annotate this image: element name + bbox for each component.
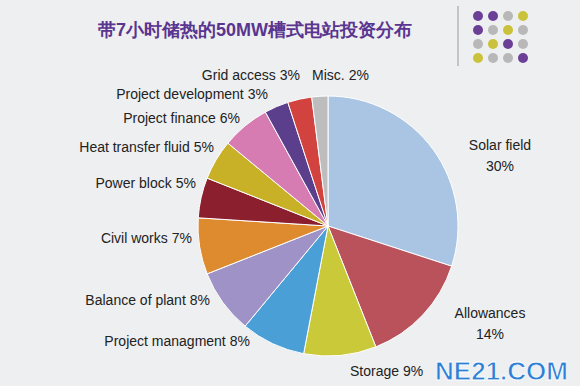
- title: 带7小时储热的50MW槽式电站投资分布: [98, 20, 412, 40]
- pie: [198, 96, 458, 356]
- watermark: NE21.COM: [435, 356, 568, 386]
- decor-dot: [518, 11, 528, 21]
- decor-dot: [473, 25, 483, 35]
- value-label: 7%: [172, 230, 192, 246]
- category-label: Civil works: [101, 230, 168, 246]
- value-label: 2%: [349, 67, 369, 83]
- decor-dot: [518, 25, 528, 35]
- slice-label: Project development3%: [116, 86, 268, 102]
- decor-dot: [518, 53, 528, 63]
- slide-background: [0, 0, 580, 386]
- decor-dot: [503, 11, 513, 21]
- slice-label: Grid access3%: [202, 67, 300, 83]
- decor-dot: [488, 39, 498, 49]
- slice-label: Heat transfer fluid5%: [79, 139, 214, 155]
- category-label: Misc.: [312, 67, 345, 83]
- chart: 带7小时储热的50MW槽式电站投资分布 Solar field 30% Allowan…: [0, 0, 580, 386]
- value-label: 6%: [220, 110, 240, 126]
- slice-label: Project managment8%: [104, 333, 250, 349]
- decor-dot: [503, 25, 513, 35]
- decor-dot: [473, 11, 483, 21]
- category-label: Allowances: [455, 305, 526, 321]
- category-label: Power block: [96, 175, 173, 191]
- value-label: 14%: [476, 326, 504, 342]
- value-label: 5%: [194, 139, 214, 155]
- category-label: Solar field: [469, 137, 531, 153]
- pie-slice: [198, 218, 328, 274]
- category-label: Grid access: [202, 67, 276, 83]
- decor-dot: [488, 53, 498, 63]
- category-label: Storage: [350, 363, 399, 379]
- pie-slice: [312, 96, 328, 226]
- slice-label: Solar field 30%: [469, 137, 531, 174]
- category-label: Balance of plant: [85, 292, 186, 308]
- decor-line: [458, 6, 459, 66]
- slice-label: Balance of plant8%: [85, 292, 210, 308]
- value-label: 3%: [248, 86, 268, 102]
- value-label: 5%: [176, 175, 196, 191]
- decor-dot: [473, 39, 483, 49]
- slice-label: Misc.2%: [312, 67, 369, 83]
- slice-label: Civil works7%: [101, 230, 192, 246]
- category-label: Project managment: [104, 333, 226, 349]
- slice-label: Storage9%: [350, 363, 423, 379]
- value-label: 3%: [280, 67, 300, 83]
- category-label: Project development: [116, 86, 244, 102]
- slice-label: Project finance6%: [123, 110, 240, 126]
- decor-dot: [488, 11, 498, 21]
- slice-label: Allowances 14%: [455, 305, 526, 342]
- decor-dot: [503, 39, 513, 49]
- decor-dot: [503, 53, 513, 63]
- value-label: 8%: [230, 333, 250, 349]
- value-label: 30%: [486, 158, 514, 174]
- decor-dot: [473, 53, 483, 63]
- value-label: 9%: [403, 363, 423, 379]
- slice-label: Power block5%: [96, 175, 197, 191]
- value-label: 8%: [190, 292, 210, 308]
- category-label: Project finance: [123, 110, 216, 126]
- category-label: Heat transfer fluid: [79, 139, 190, 155]
- decor-dot: [488, 25, 498, 35]
- decor-dot: [518, 39, 528, 49]
